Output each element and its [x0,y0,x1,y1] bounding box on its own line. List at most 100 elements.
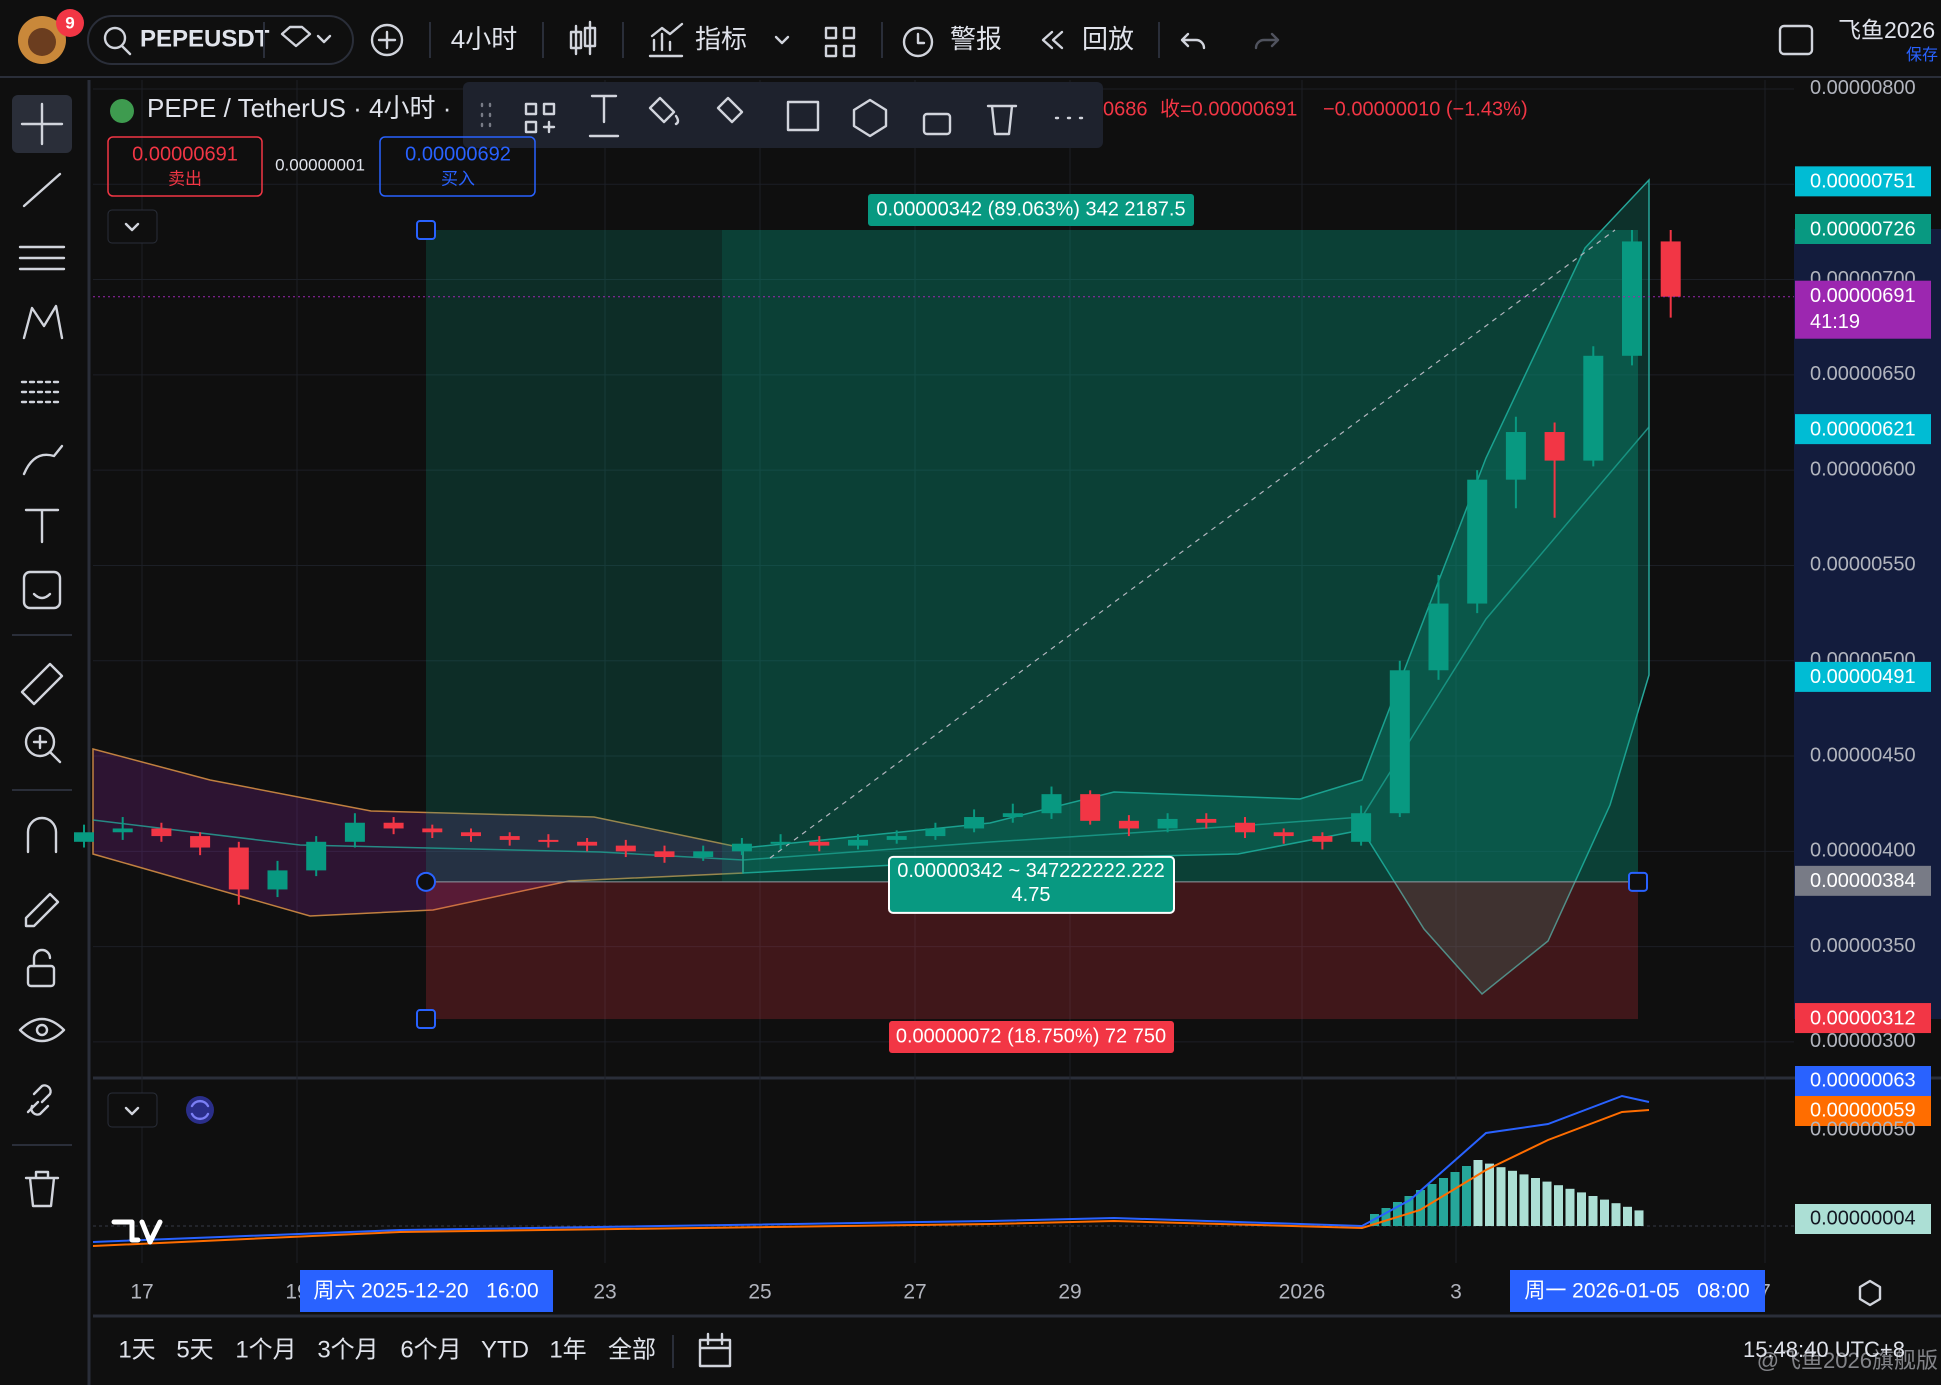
trendline-tool[interactable] [22,172,62,208]
x-tick-label: 25 [748,1281,771,1304]
entry-label: 0.00000342 ~ 347222222.222 [897,860,1165,882]
fib-tool[interactable] [18,245,66,271]
lock-tool[interactable] [26,964,56,988]
price-badge [1795,280,1931,339]
price-badge-label: 0.00000691 [1810,285,1916,307]
zoom-tool[interactable] [24,726,56,758]
add-button[interactable] [370,23,404,57]
chart-type-icon[interactable] [569,20,597,56]
price-badge [1795,213,1931,244]
candle-body [74,832,94,842]
user-name[interactable]: 飞鱼2026 [1838,17,1935,43]
prediction-tool[interactable] [20,380,64,404]
macd-hist [1404,1196,1414,1226]
buy-price[interactable]: 0.00000692 [405,143,511,165]
entry-label-2: 4.75 [1012,884,1051,906]
undo[interactable] [1180,32,1206,50]
x-tick-label: 17 [130,1281,153,1304]
crosshair-tool[interactable] [20,102,64,146]
lock-btn[interactable] [922,112,952,136]
macd-collapse-btn[interactable] [107,1092,158,1128]
brush-tool[interactable] [22,444,64,476]
redo[interactable] [1254,32,1280,50]
sell-price[interactable]: 0.00000691 [132,143,238,165]
replay[interactable]: 回放 [1082,24,1134,54]
bollinger-mid [92,426,1650,861]
range-button[interactable]: 1个月 [235,1336,296,1363]
candle-body [1312,836,1333,842]
alert-btn[interactable] [786,100,820,132]
range-button[interactable]: 5天 [176,1336,213,1363]
magnet-tool[interactable] [26,816,58,854]
handle [1628,871,1648,892]
range-button[interactable]: 3个月 [317,1336,378,1363]
macd-badge [1795,1096,1931,1126]
save[interactable]: 保存 [1906,46,1938,64]
alerts[interactable]: 警报 [950,24,1002,54]
candle-body [1389,670,1410,814]
emoji-tool[interactable] [22,570,62,610]
ruler-tool[interactable] [20,662,64,706]
candle-body [964,817,985,829]
price-badge [1795,865,1931,896]
candle-body [383,822,404,829]
candle-body [538,839,559,842]
indicators[interactable]: 指标 [695,24,747,54]
macd-label: 0.00000004 [1810,1207,1916,1229]
template-btn[interactable] [524,102,556,134]
macd-hist [1565,1188,1575,1226]
chevron [774,35,790,45]
buy-label[interactable]: 买入 [441,169,475,188]
axis-highlight [1794,229,1941,1019]
interval[interactable]: 4小时 [451,24,517,54]
candle-body [306,841,327,871]
y-tick-label: 0.00000600 [1810,458,1916,480]
range-button[interactable]: 1年 [549,1336,586,1363]
settings-btn[interactable] [852,98,888,138]
profit-zone-active [722,229,1638,882]
candle-body [654,851,675,858]
handle [416,1009,436,1030]
delete-tool[interactable] [24,1170,60,1208]
lock-draw-tool[interactable] [24,892,60,928]
candle-body [925,828,946,837]
range-button[interactable]: 1天 [118,1336,155,1363]
range-button[interactable]: YTD [481,1336,529,1363]
clock[interactable]: 15:48:40 UTC+8 [1743,1337,1905,1362]
macd-hist [1611,1203,1621,1226]
replay-icon[interactable] [1041,30,1064,50]
spread: 0.00000001 [275,155,365,174]
buy-button[interactable] [379,136,536,197]
symbol[interactable]: PEPEUSDT [140,25,270,52]
sell-label[interactable]: 卖出 [168,169,202,188]
fill-btn[interactable] [648,96,680,126]
y-tick-label: 0.00000400 [1810,840,1916,862]
link-tool[interactable] [26,1084,52,1116]
price-badge-label: 0.00000312 [1810,1007,1916,1029]
alert-icon[interactable] [902,26,934,58]
delete-btn[interactable] [986,104,1018,136]
candle-body [1273,832,1294,837]
range-button[interactable]: 全部 [608,1336,656,1363]
axis-settings[interactable] [1858,1279,1882,1307]
sell-button[interactable] [107,136,263,197]
range-button[interactable]: 6个月 [400,1336,461,1363]
candle-body [848,839,868,846]
indicators-icon[interactable] [648,22,684,58]
candle-body [1002,813,1023,818]
macd-line [92,1094,1650,1243]
text-tool[interactable] [24,508,60,544]
symbol-search[interactable] [87,15,354,65]
layout-icon[interactable] [824,26,856,58]
date-range-icon[interactable] [698,1332,732,1368]
diamond-icon[interactable] [280,25,312,48]
candle-body [499,836,520,840]
collapse-btn[interactable] [107,209,158,244]
target-label-bg [868,193,1194,226]
window-icon[interactable] [1778,24,1814,56]
pattern-tool[interactable] [22,304,64,340]
text-btn[interactable] [588,94,620,138]
eye-tool[interactable] [18,1017,66,1043]
border-btn[interactable] [716,96,744,124]
drag-handle[interactable] [480,102,492,128]
